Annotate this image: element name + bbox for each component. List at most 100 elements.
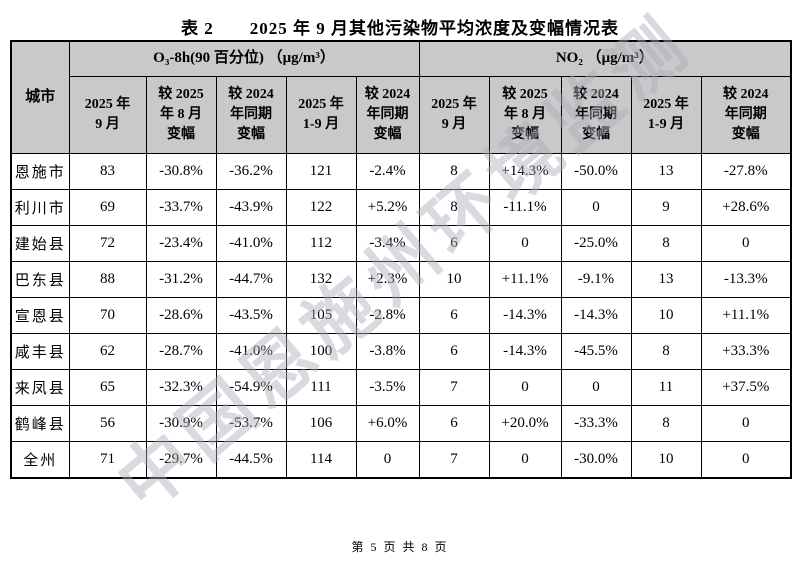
table-row-enshi: 恩施市 83 -30.8% -36.2% 121 -2.4% 8 +14.3% … <box>10 153 792 190</box>
header-city: 城市 <box>10 40 70 154</box>
cell-value: 106 <box>285 405 357 442</box>
cell-value: -33.3% <box>560 405 632 442</box>
city-label: 宣恩县 <box>10 297 70 334</box>
cell-value: 0 <box>488 441 562 479</box>
header-no2-vs-aug2025: 较 2025 年 8 月 变幅 <box>488 76 562 154</box>
cell-value: -44.5% <box>215 441 287 479</box>
cell-value: 62 <box>68 333 147 370</box>
cell-value: -54.9% <box>215 369 287 406</box>
cell-value: -43.5% <box>215 297 287 334</box>
cell-value: 6 <box>418 297 490 334</box>
cell-value: -27.8% <box>700 153 792 190</box>
header-group-o3: O₃-8h(90 百分位) （μg/m³） <box>68 40 420 77</box>
cell-value: -2.8% <box>355 297 420 334</box>
cell-value: -31.2% <box>145 261 217 298</box>
cell-value: -45.5% <box>560 333 632 370</box>
cell-value: 0 <box>700 441 792 479</box>
cell-value: +5.2% <box>355 189 420 226</box>
cell-value: 6 <box>418 225 490 262</box>
header-o3-vs-2024: 较 2024 年同期 变幅 <box>215 76 287 154</box>
city-label: 恩施市 <box>10 153 70 190</box>
header-no2-sep2025: 2025 年 9 月 <box>418 76 490 154</box>
cell-value: 10 <box>418 261 490 298</box>
city-label: 建始县 <box>10 225 70 262</box>
table-row-xuanen: 宣恩县 70 -28.6% -43.5% 105 -2.8% 6 -14.3% … <box>10 297 792 334</box>
city-label: 鹤峰县 <box>10 405 70 442</box>
cell-value: 65 <box>68 369 147 406</box>
cell-value: 6 <box>418 333 490 370</box>
cell-value: 0 <box>560 189 632 226</box>
cell-value: +6.0% <box>355 405 420 442</box>
cell-value: 6 <box>418 405 490 442</box>
city-label: 来凤县 <box>10 369 70 406</box>
cell-value: -3.4% <box>355 225 420 262</box>
cell-value: +2.3% <box>355 261 420 298</box>
table-row-hefeng: 鹤峰县 56 -30.9% -53.7% 106 +6.0% 6 +20.0% … <box>10 405 792 442</box>
cell-value: 0 <box>488 225 562 262</box>
cell-value: -30.0% <box>560 441 632 479</box>
cell-value: 0 <box>355 441 420 479</box>
cell-value: 114 <box>285 441 357 479</box>
cell-value: 9 <box>630 189 702 226</box>
cell-value: -13.3% <box>700 261 792 298</box>
cell-value: -44.7% <box>215 261 287 298</box>
cell-value: 10 <box>630 441 702 479</box>
cell-value: -33.7% <box>145 189 217 226</box>
cell-value: 0 <box>700 225 792 262</box>
cell-value: -3.8% <box>355 333 420 370</box>
cell-value: 112 <box>285 225 357 262</box>
cell-value: +37.5% <box>700 369 792 406</box>
header-o3-ytd-vs-2024: 较 2024 年同期 变幅 <box>355 76 420 154</box>
cell-value: 10 <box>630 297 702 334</box>
header-group-no2: NO₂ （μg/m³） <box>418 40 792 77</box>
header-no2-ytd-vs-2024: 较 2024 年同期 变幅 <box>700 76 792 154</box>
cell-value: 0 <box>700 405 792 442</box>
cell-value: -14.3% <box>488 297 562 334</box>
cell-value: -2.4% <box>355 153 420 190</box>
table-row-lichuan: 利川市 69 -33.7% -43.9% 122 +5.2% 8 -11.1% … <box>10 189 792 226</box>
pollutants-table: 城市 O₃-8h(90 百分位) （μg/m³） NO₂ （μg/m³） 202… <box>10 40 793 479</box>
table-row-badong: 巴东县 88 -31.2% -44.7% 132 +2.3% 10 +11.1%… <box>10 261 792 298</box>
cell-value: -23.4% <box>145 225 217 262</box>
header-o3-sep2025: 2025 年 9 月 <box>68 76 147 154</box>
cell-value: 121 <box>285 153 357 190</box>
cell-value: 8 <box>630 333 702 370</box>
cell-value: -28.7% <box>145 333 217 370</box>
cell-value: 8 <box>418 153 490 190</box>
cell-value: +11.1% <box>700 297 792 334</box>
cell-value: -41.0% <box>215 225 287 262</box>
city-label: 全州 <box>10 441 70 479</box>
cell-value: -28.6% <box>145 297 217 334</box>
city-label: 利川市 <box>10 189 70 226</box>
header-no2-jan-sep2025: 2025 年 1-9 月 <box>630 76 702 154</box>
cell-value: 100 <box>285 333 357 370</box>
table-row-jianshi: 建始县 72 -23.4% -41.0% 112 -3.4% 6 0 -25.0… <box>10 225 792 262</box>
cell-value: +11.1% <box>488 261 562 298</box>
cell-value: 56 <box>68 405 147 442</box>
cell-value: -41.0% <box>215 333 287 370</box>
cell-value: +28.6% <box>700 189 792 226</box>
cell-value: 8 <box>630 225 702 262</box>
cell-value: -36.2% <box>215 153 287 190</box>
cell-value: -53.7% <box>215 405 287 442</box>
cell-value: -3.5% <box>355 369 420 406</box>
table-row-laifeng: 来凤县 65 -32.3% -54.9% 111 -3.5% 7 0 0 11 … <box>10 369 792 406</box>
table-row-xianfeng: 咸丰县 62 -28.7% -41.0% 100 -3.8% 6 -14.3% … <box>10 333 792 370</box>
cell-value: -14.3% <box>488 333 562 370</box>
cell-value: 13 <box>630 261 702 298</box>
cell-value: 0 <box>488 369 562 406</box>
cell-value: 0 <box>560 369 632 406</box>
cell-value: 72 <box>68 225 147 262</box>
table-row-prefecture-total: 全州 71 -29.7% -44.5% 114 0 7 0 -30.0% 10 … <box>10 441 792 479</box>
header-group-row: 城市 O₃-8h(90 百分位) （μg/m³） NO₂ （μg/m³） <box>10 40 792 154</box>
cell-value: 105 <box>285 297 357 334</box>
header-no2-vs-2024: 较 2024 年同期 变幅 <box>560 76 632 154</box>
cell-value: 71 <box>68 441 147 479</box>
cell-value: 7 <box>418 369 490 406</box>
cell-value: +33.3% <box>700 333 792 370</box>
cell-value: 122 <box>285 189 357 226</box>
cell-value: -30.9% <box>145 405 217 442</box>
city-label: 巴东县 <box>10 261 70 298</box>
cell-value: -11.1% <box>488 189 562 226</box>
